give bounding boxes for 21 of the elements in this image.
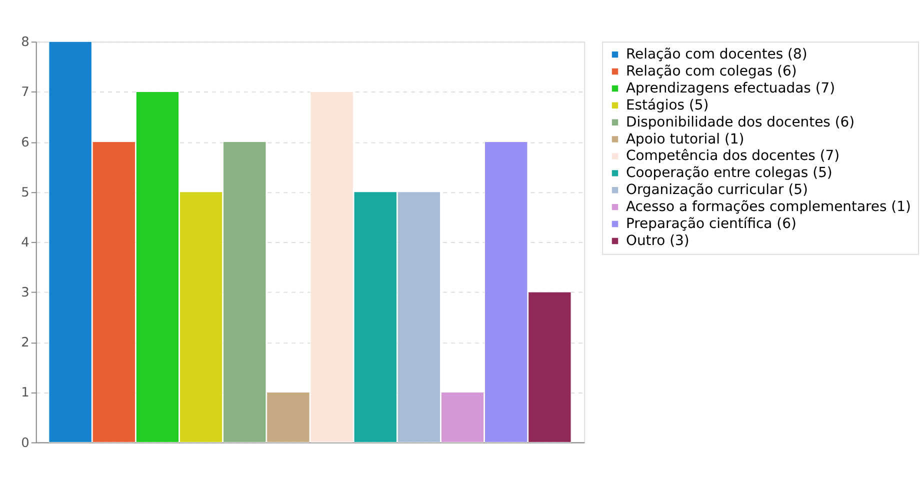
legend-label: Disponibilidade dos docentes (6) [626, 114, 855, 130]
legend-label: Acesso a formações complementares (1) [626, 199, 911, 216]
y-tick-label: 1 [21, 386, 30, 401]
y-tick-label: 5 [21, 185, 30, 200]
legend-label: Apoio tutorial (1) [626, 131, 744, 148]
y-tick-label: 7 [21, 85, 30, 100]
legend-label: Competência dos docentes (7) [626, 148, 840, 164]
legend-label: Estágios (5) [626, 97, 709, 114]
legend-label: Preparação científica (6) [626, 216, 796, 232]
legend-label: Aprendizagens efectuadas (7) [626, 80, 836, 96]
y-tick-label: 6 [21, 135, 30, 150]
legend-label: Relação com colegas (6) [626, 63, 797, 80]
legend-label: Relação com docentes (8) [626, 46, 808, 63]
legend-label: Cooperação entre colegas (5) [626, 165, 832, 182]
y-tick-label: 4 [21, 235, 30, 250]
legend-label: Outro (3) [626, 232, 690, 249]
y-tick-label: 2 [21, 336, 30, 351]
y-tick-label: 0 [21, 436, 30, 451]
legend-label: Organização curricular (5) [626, 182, 808, 198]
y-tick-label: 8 [21, 35, 30, 50]
y-tick-label: 3 [21, 286, 30, 301]
